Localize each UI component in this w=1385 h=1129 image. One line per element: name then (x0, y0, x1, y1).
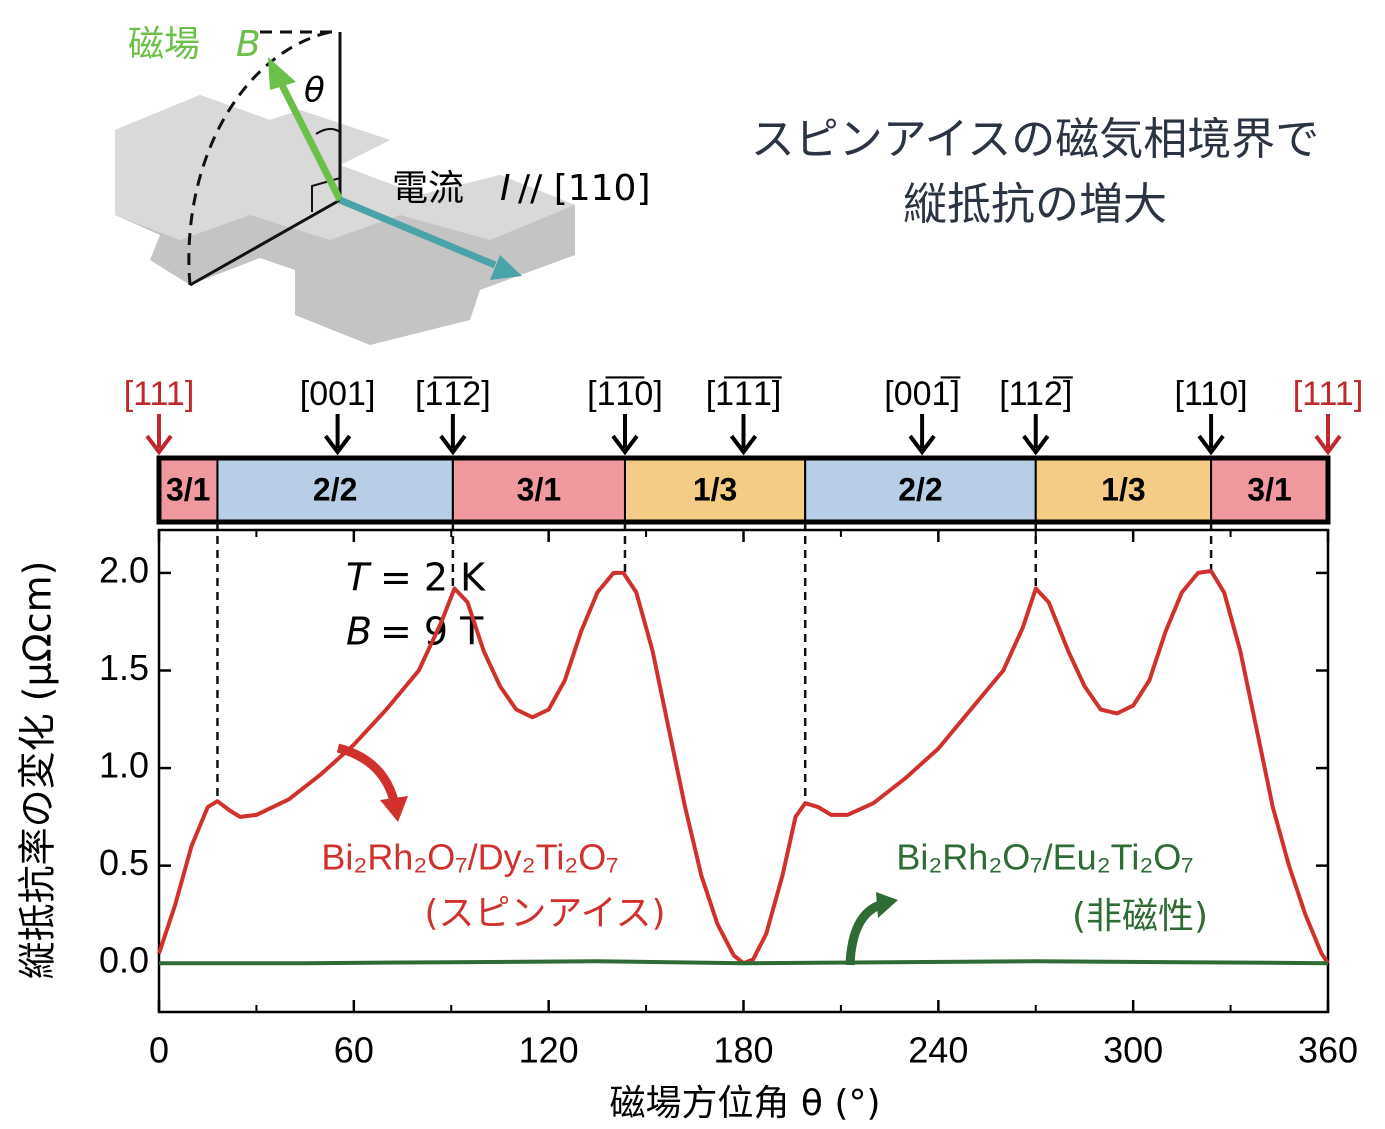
phase-label: 2/2 (313, 471, 357, 507)
title-line: スピンアイスの磁気相境界で (751, 114, 1319, 165)
direction-arrowhead (439, 434, 467, 456)
direction-arrowhead (611, 434, 639, 456)
annotation-symbol: B (346, 610, 372, 654)
direction-arrowhead (1197, 434, 1225, 456)
x-tick-label: 180 (713, 1030, 773, 1071)
pointer-arrow (336, 743, 400, 807)
series-sublabel: (スピンアイス) (424, 893, 665, 934)
inset-device (115, 30, 575, 345)
direction-label: [111] (1293, 375, 1364, 413)
y-tick-label: 2.0 (99, 549, 149, 590)
phase-label: 1/3 (1101, 471, 1145, 507)
direction-arrowhead (1022, 434, 1050, 456)
phase-label: 2/2 (898, 471, 942, 507)
phase-region (1210, 457, 1329, 523)
x-tick-label: 120 (519, 1030, 579, 1071)
inset-current-symbol: I (500, 168, 511, 209)
pointer-arrow (845, 900, 882, 966)
inset-angle: θ (304, 71, 325, 111)
annotation-symbol: T (346, 556, 372, 600)
direction-label: [1̅1̅1̅] (706, 375, 782, 413)
inset-field-label: 磁場 (128, 24, 200, 65)
direction-arrowhead (729, 434, 758, 456)
pointer-arrowhead (876, 892, 898, 918)
y-tick-label: 0.5 (99, 842, 149, 883)
x-tick-label: 360 (1298, 1030, 1358, 1071)
plot-frame (157, 528, 1330, 1014)
phase-label: 1/3 (693, 471, 737, 507)
x-tick-label: 0 (149, 1030, 169, 1071)
phase-band-frame (156, 455, 1331, 525)
x-tick-label: 60 (334, 1030, 374, 1071)
data-line (159, 959, 1329, 966)
annotation-text: = 9 T (380, 610, 484, 654)
series-label: Bi₂Rh₂O₇/Dy₂Ti₂O₇ (321, 837, 618, 878)
y-tick-label: 0.0 (99, 940, 149, 981)
phase-label: 3/1 (517, 471, 561, 507)
x-axis-label: 磁場方位角 θ (°) (609, 1083, 880, 1124)
inset-current-direction: // [110] (518, 168, 651, 209)
title-line: 縦抵抗の増大 (903, 179, 1167, 230)
direction-arrowhead (908, 434, 936, 456)
pointer-arrowhead (380, 796, 408, 822)
x-tick-label: 300 (1103, 1030, 1163, 1071)
direction-label: [001̅] (884, 375, 960, 413)
y-axis-label: 縦抵抗率の変化 (μΩcm) (16, 561, 60, 980)
y-tick-label: 1.5 (99, 647, 149, 688)
series-sublabel: (非磁性) (1072, 896, 1208, 937)
phase-label: 3/1 (1247, 471, 1291, 507)
direction-label: [1̅1̅0] (587, 375, 663, 413)
direction-arrowhead (323, 434, 352, 456)
direction-label: [1̅1̅2] (415, 375, 491, 413)
phase-label: 3/1 (166, 471, 210, 507)
direction-label: [110] (1175, 375, 1248, 413)
y-tick-label: 1.0 (99, 745, 149, 786)
annotation-text: = 2 K (380, 556, 486, 600)
x-tick-label: 240 (908, 1030, 968, 1071)
inset-field-symbol: B (236, 24, 261, 65)
direction-arrowhead (1314, 434, 1342, 456)
direction-label: [112̅] (999, 375, 1073, 413)
inset-current-label: 電流 (392, 168, 464, 209)
direction-label: [111] (124, 375, 195, 413)
direction-label: [001] (300, 375, 376, 413)
series-label: Bi₂Rh₂O₇/Eu₂Ti₂O₇ (896, 837, 1193, 878)
direction-arrowhead (145, 434, 173, 456)
